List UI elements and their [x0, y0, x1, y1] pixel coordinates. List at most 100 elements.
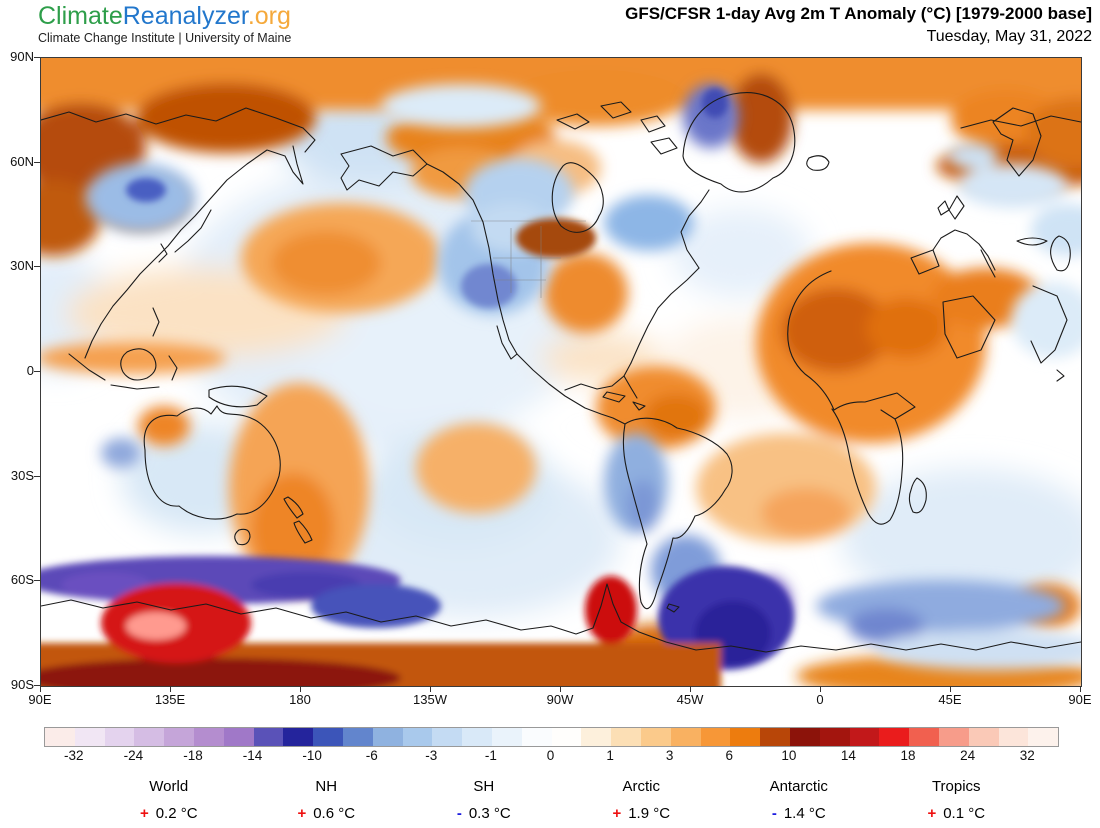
colorbar-segment	[521, 728, 552, 746]
colorbar-tick-label: -10	[302, 748, 322, 763]
stat-region-sh: SH -0.3 °C	[405, 778, 563, 822]
colorbar-tick-label: 24	[960, 748, 976, 763]
stat-number: 0.3 °C	[468, 805, 511, 822]
lat-tick-label: 60N	[10, 153, 34, 169]
colorbar-tick-label: 14	[840, 748, 856, 763]
colorbar-segment	[760, 728, 790, 746]
colorbar-segment	[402, 728, 433, 746]
colorbar-segment	[283, 728, 314, 746]
colorbar-segment	[968, 728, 999, 746]
stat-sign: +	[927, 805, 937, 822]
colorbar-segment	[611, 728, 641, 746]
colorbar-segment	[879, 728, 910, 746]
stat-region-value: -0.3 °C	[405, 805, 563, 822]
colorbar-tick-label: 0	[546, 748, 555, 763]
stat-region-name: Tropics	[931, 778, 981, 795]
colorbar-segment	[640, 728, 671, 746]
lat-tick-label: 60S	[10, 572, 34, 588]
lon-tick-mark	[40, 686, 41, 692]
colorbar-segment	[700, 728, 731, 746]
colorbar-segment	[819, 728, 850, 746]
lon-tick-label: 90E	[1068, 692, 1092, 707]
stat-region-name: World	[149, 778, 189, 795]
colorbar-tick-label: -24	[123, 748, 144, 763]
colorbar-tick-label: 18	[900, 748, 916, 763]
colorbar-segment	[938, 728, 969, 746]
colorbar-segment	[45, 728, 75, 746]
anomaly-blobs-cool	[86, 84, 1081, 670]
colorbar-tick-label: -32	[64, 748, 84, 763]
stat-number: 1.9 °C	[628, 805, 671, 822]
stat-sign: +	[297, 805, 307, 822]
stat-region-antarctic: Antarctic -1.4 °C	[720, 778, 878, 822]
stat-number: 0.1 °C	[943, 805, 986, 822]
lon-tick-mark	[950, 686, 951, 692]
stat-region-tropics: Tropics +0.1 °C	[878, 778, 1036, 822]
stat-region-value: -1.4 °C	[720, 805, 878, 822]
lat-tick-label: 30S	[10, 467, 34, 483]
stat-number: 1.4 °C	[783, 805, 826, 822]
stat-number: 0.2 °C	[155, 805, 198, 822]
colorbar-segment	[104, 728, 135, 746]
colorbar-tick-label: 32	[1019, 748, 1035, 763]
lat-tick-mark	[34, 266, 40, 268]
lat-tick-mark	[34, 57, 40, 58]
logo-climate: Climate	[38, 2, 123, 30]
colorbar-segment	[164, 728, 194, 746]
lat-tick-mark	[34, 161, 40, 163]
lon-tick-mark	[1080, 686, 1081, 692]
colorbar-segment	[730, 728, 761, 746]
colorbar-segment	[909, 728, 939, 746]
lat-tick-mark	[34, 475, 40, 477]
stat-region-name: SH	[473, 778, 495, 795]
lon-tick-mark	[820, 686, 821, 692]
stat-sign: -	[456, 805, 462, 822]
lon-tick-label: 45E	[938, 692, 962, 707]
site-logo[interactable]: ClimateReanalyzer.org Climate Change Ins…	[38, 3, 291, 45]
stat-region-value: +0.6 °C	[248, 805, 406, 822]
colorbar-segment	[1028, 728, 1059, 746]
colorbar-tick-label: 1	[606, 748, 614, 763]
map-title: GFS/CFSR 1-day Avg 2m T Anomaly (°C) [19…	[625, 4, 1092, 23]
lon-tick-label: 0	[816, 692, 824, 707]
colorbar-tick-label: -1	[484, 748, 497, 763]
stat-region-name: Antarctic	[769, 778, 828, 795]
lat-tick-mark	[34, 371, 40, 372]
logo-org: .org	[247, 2, 291, 30]
world-anomaly-map[interactable]	[40, 57, 1082, 687]
colorbar-segment	[342, 728, 373, 746]
stat-region-value: +1.9 °C	[563, 805, 721, 822]
lat-tick-mark	[34, 685, 40, 686]
stat-region-value: +0.1 °C	[878, 805, 1036, 822]
stat-region-nh: NH +0.6 °C	[248, 778, 406, 822]
colorbar-segment	[789, 728, 820, 746]
map-date: Tuesday, May 31, 2022	[926, 28, 1092, 45]
lon-tick-label: 90W	[546, 692, 574, 707]
lat-tick-mark	[34, 580, 40, 582]
lon-tick-label: 135W	[413, 692, 447, 707]
title-block: GFS/CFSR 1-day Avg 2m T Anomaly (°C) [19…	[625, 4, 1092, 46]
colorbar-segment	[223, 728, 254, 746]
lon-tick-mark	[170, 686, 171, 692]
colorbar-segment	[670, 728, 701, 746]
colorbar-segment	[313, 728, 343, 746]
lon-tick-label: 90E	[28, 692, 52, 707]
lon-tick-label: 45W	[676, 692, 704, 707]
colorbar-tick-label: -14	[242, 748, 263, 763]
stat-region-world: World +0.2 °C	[90, 778, 248, 822]
colorbar-tick-label: 3	[665, 748, 674, 763]
lon-tick-mark	[690, 686, 691, 692]
lon-tick-mark	[560, 686, 561, 692]
lon-tick-label: 135E	[154, 692, 186, 707]
lon-tick-mark	[430, 686, 431, 692]
colorbar-tick-label: 6	[725, 748, 734, 763]
anomaly-blobs-warm	[41, 58, 1081, 686]
colorbar-segment	[849, 728, 880, 746]
country-borders	[471, 220, 586, 298]
coastlines	[41, 92, 1081, 653]
stat-region-name: Arctic	[622, 778, 661, 795]
colorbar-labels: -32 -24 -18 -14 -10 -6 -3 -1 0 1 3 6 10 14 18 24 32	[44, 748, 1057, 764]
lon-tick-label: 180	[289, 692, 311, 707]
colorbar-segment	[462, 728, 492, 746]
